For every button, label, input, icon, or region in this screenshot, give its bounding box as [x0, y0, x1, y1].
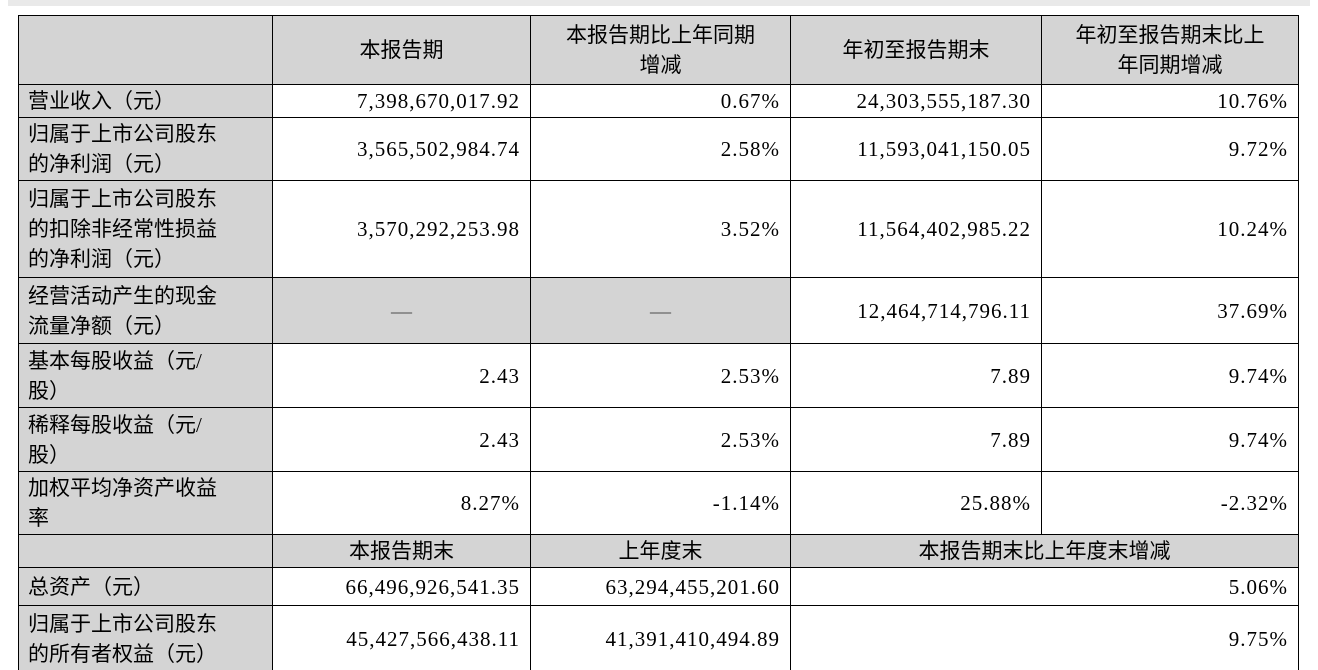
value-cell: 24,303,555,187.30: [790, 84, 1042, 118]
table-row-net-profit: 归属于上市公司股东 的净利润（元） 3,565,502,984.74 2.58%…: [18, 117, 1299, 181]
table-header-row: 本报告期 本报告期比上年同期 增减 年初至报告期末 年初至报告期末比上 年同期增…: [18, 15, 1299, 85]
row-label: 归属于上市公司股东 的扣除非经常性损益 的净利润（元）: [18, 180, 273, 278]
header-ytd-vs-prior-yoy: 年初至报告期末比上 年同期增减: [1041, 15, 1299, 85]
row-label: 稀释每股收益（元/ 股）: [18, 407, 273, 472]
subheader-blank-cell: [18, 534, 273, 568]
value-cell: -2.32%: [1041, 471, 1299, 535]
table-row-revenue: 营业收入（元） 7,398,670,017.92 0.67% 24,303,55…: [18, 84, 1299, 118]
row-label: 营业收入（元）: [18, 84, 273, 118]
value-cell: 0.67%: [530, 84, 791, 118]
value-cell: 10.24%: [1041, 180, 1299, 278]
value-cell: 3,570,292,253.98: [272, 180, 531, 278]
value-cell: 41,391,410,494.89: [530, 605, 791, 670]
table-row-basic-eps: 基本每股收益（元/ 股） 2.43 2.53% 7.89 9.74%: [18, 343, 1299, 408]
value-cell: 9.75%: [790, 605, 1299, 670]
value-cell: 45,427,566,438.11: [272, 605, 531, 670]
table-row-operating-cash-flow: 经营活动产生的现金 流量净额（元） — — 12,464,714,796.11 …: [18, 277, 1299, 344]
header-current-period: 本报告期: [272, 15, 531, 85]
row-label: 归属于上市公司股东 的所有者权益（元）: [18, 605, 273, 670]
value-cell: 3.52%: [530, 180, 791, 278]
value-cell: 7,398,670,017.92: [272, 84, 531, 118]
dash-cell: —: [530, 277, 791, 344]
value-cell: 11,564,402,985.22: [790, 180, 1042, 278]
value-cell: 10.76%: [1041, 84, 1299, 118]
table-row-diluted-eps: 稀释每股收益（元/ 股） 2.43 2.53% 7.89 9.74%: [18, 407, 1299, 472]
subheader-period-end: 本报告期末: [272, 534, 531, 568]
cropped-text-remnant: [8, 0, 1310, 6]
value-cell: 7.89: [790, 407, 1042, 472]
header-current-vs-prior-yoy: 本报告期比上年同期 增减: [530, 15, 791, 85]
table-row-equity: 归属于上市公司股东 的所有者权益（元） 45,427,566,438.11 41…: [18, 605, 1299, 670]
table-row-total-assets: 总资产（元） 66,496,926,541.35 63,294,455,201.…: [18, 567, 1299, 606]
value-cell: 66,496,926,541.35: [272, 567, 531, 606]
value-cell: 11,593,041,150.05: [790, 117, 1042, 181]
value-cell: 2.58%: [530, 117, 791, 181]
value-cell: -1.14%: [530, 471, 791, 535]
value-cell: 2.43: [272, 407, 531, 472]
subheader-period-end-vs-prior-year-end: 本报告期末比上年度末增减: [790, 534, 1299, 568]
table-row-net-profit-excl-nonrecurring: 归属于上市公司股东 的扣除非经常性损益 的净利润（元） 3,570,292,25…: [18, 180, 1299, 278]
row-label: 归属于上市公司股东 的净利润（元）: [18, 117, 273, 181]
row-label: 经营活动产生的现金 流量净额（元）: [18, 277, 273, 344]
value-cell: 63,294,455,201.60: [530, 567, 791, 606]
header-ytd: 年初至报告期末: [790, 15, 1042, 85]
row-label: 总资产（元）: [18, 567, 273, 606]
value-cell: 9.74%: [1041, 343, 1299, 408]
value-cell: 3,565,502,984.74: [272, 117, 531, 181]
row-label: 基本每股收益（元/ 股）: [18, 343, 273, 408]
value-cell: 37.69%: [1041, 277, 1299, 344]
value-cell: 9.72%: [1041, 117, 1299, 181]
value-cell: 2.53%: [530, 407, 791, 472]
value-cell: 2.53%: [530, 343, 791, 408]
header-blank-cell: [18, 15, 273, 85]
subheader-prior-year-end: 上年度末: [530, 534, 791, 568]
table-subheader-row: 本报告期末 上年度末 本报告期末比上年度末增减: [18, 534, 1299, 568]
value-cell: 5.06%: [790, 567, 1299, 606]
value-cell: 9.74%: [1041, 407, 1299, 472]
financial-summary-table: 本报告期 本报告期比上年同期 增减 年初至报告期末 年初至报告期末比上 年同期增…: [18, 15, 1299, 670]
value-cell: 25.88%: [790, 471, 1042, 535]
value-cell: 2.43: [272, 343, 531, 408]
dash-cell: —: [272, 277, 531, 344]
row-label: 加权平均净资产收益 率: [18, 471, 273, 535]
value-cell: 7.89: [790, 343, 1042, 408]
value-cell: 12,464,714,796.11: [790, 277, 1042, 344]
value-cell: 8.27%: [272, 471, 531, 535]
table-row-weighted-avg-roe: 加权平均净资产收益 率 8.27% -1.14% 25.88% -2.32%: [18, 471, 1299, 535]
